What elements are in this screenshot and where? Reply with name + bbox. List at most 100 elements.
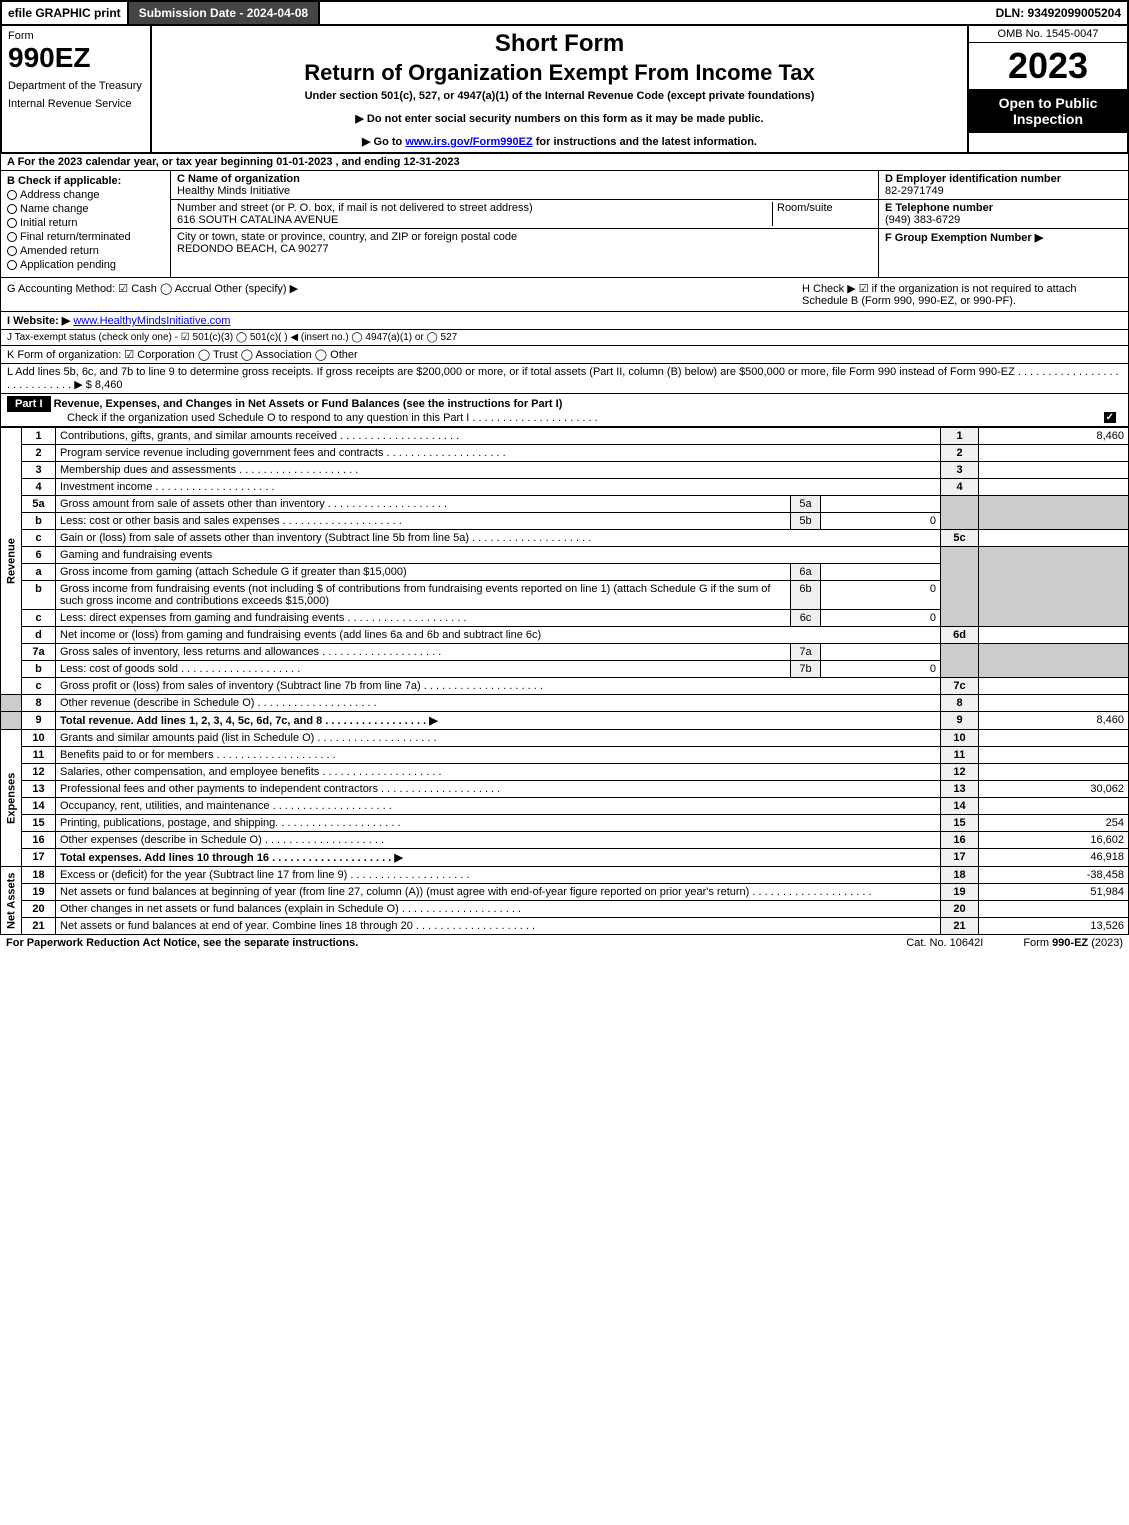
revenue-label: Revenue <box>1 428 22 695</box>
footer-form: Form 990-EZ (2023) <box>1023 937 1123 949</box>
cb-final-return[interactable]: Final return/terminated <box>7 231 164 243</box>
section-k: K Form of organization: ☑ Corporation ◯ … <box>0 346 1129 364</box>
part-i-title: Revenue, Expenses, and Changes in Net As… <box>54 398 563 410</box>
part-i-header: Part I Revenue, Expenses, and Changes in… <box>0 394 1129 427</box>
line-10-amt <box>979 730 1129 747</box>
omb-number: OMB No. 1545-0047 <box>969 26 1127 43</box>
line-21-amt: 13,526 <box>979 918 1129 935</box>
ein-value: 82-2971749 <box>885 185 944 197</box>
note-ssn: ▶ Do not enter social security numbers o… <box>158 112 961 125</box>
tax-year: 2023 <box>969 43 1127 89</box>
line-2-desc: Program service revenue including govern… <box>56 445 941 462</box>
line-13-amt: 30,062 <box>979 781 1129 798</box>
expenses-label: Expenses <box>1 730 22 867</box>
cb-amended-return[interactable]: Amended return <box>7 245 164 257</box>
header-right: OMB No. 1545-0047 2023 Open to Public In… <box>967 26 1127 152</box>
cb-application-pending[interactable]: Application pending <box>7 259 164 271</box>
website-link[interactable]: www.HealthyMindsInitiative.com <box>73 315 230 327</box>
city-label: City or town, state or province, country… <box>177 231 517 243</box>
line-13-desc: Professional fees and other payments to … <box>56 781 941 798</box>
section-h: H Check ▶ ☑ if the organization is not r… <box>802 282 1122 307</box>
form-title: Short Form <box>158 30 961 58</box>
line-20-desc: Other changes in net assets or fund bala… <box>56 901 941 918</box>
dept-irs: Internal Revenue Service <box>8 98 144 110</box>
line-7c-amt <box>979 678 1129 695</box>
line-11-desc: Benefits paid to or for members <box>56 747 941 764</box>
section-a: A For the 2023 calendar year, or tax yea… <box>0 154 1129 171</box>
line-6c-val: 0 <box>821 610 941 627</box>
cb-name-change[interactable]: Name change <box>7 203 164 215</box>
line-10-desc: Grants and similar amounts paid (list in… <box>56 730 941 747</box>
line-5a-val <box>821 496 941 513</box>
footer-cat: Cat. No. 10642I <box>906 937 983 949</box>
line-9-desc: Total revenue. Add lines 1, 2, 3, 4, 5c,… <box>56 712 941 730</box>
addr-label: Number and street (or P. O. box, if mail… <box>177 202 533 214</box>
line-6b-val: 0 <box>821 581 941 610</box>
topbar: efile GRAPHIC print Submission Date - 20… <box>0 0 1129 26</box>
footer-left: For Paperwork Reduction Act Notice, see … <box>6 937 358 949</box>
cb-initial-return[interactable]: Initial return <box>7 217 164 229</box>
line-12-desc: Salaries, other compensation, and employ… <box>56 764 941 781</box>
line-15-desc: Printing, publications, postage, and shi… <box>56 815 941 832</box>
section-b: B Check if applicable: Address change Na… <box>1 171 171 277</box>
room-label: Room/suite <box>777 202 833 214</box>
part-i-label: Part I <box>7 396 51 412</box>
line-5a-desc: Gross amount from sale of assets other t… <box>56 496 791 513</box>
section-i: I Website: ▶ www.HealthyMindsInitiative.… <box>0 312 1129 330</box>
line-16-desc: Other expenses (describe in Schedule O) <box>56 832 941 849</box>
org-name: Healthy Minds Initiative <box>177 185 290 197</box>
dln: DLN: 93492099005204 <box>990 4 1127 22</box>
line-5c-desc: Gain or (loss) from sale of assets other… <box>56 530 941 547</box>
line-7b-desc: Less: cost of goods sold <box>56 661 791 678</box>
line-18-amt: -38,458 <box>979 867 1129 884</box>
line-5b-desc: Less: cost or other basis and sales expe… <box>56 513 791 530</box>
line-2-amt <box>979 445 1129 462</box>
part-i-sub: Check if the organization used Schedule … <box>67 412 598 424</box>
irs-link[interactable]: www.irs.gov/Form990EZ <box>405 136 532 148</box>
line-8-amt <box>979 695 1129 712</box>
line-8-desc: Other revenue (describe in Schedule O) <box>56 695 941 712</box>
line-6d-amt <box>979 627 1129 644</box>
website-label: I Website: ▶ <box>7 315 70 327</box>
section-j: J Tax-exempt status (check only one) - ☑… <box>0 330 1129 346</box>
line-1-amt: 8,460 <box>979 428 1129 445</box>
under-section: Under section 501(c), 527, or 4947(a)(1)… <box>158 90 961 102</box>
lines-table: Revenue 1Contributions, gifts, grants, a… <box>0 427 1129 935</box>
section-a-text: A For the 2023 calendar year, or tax yea… <box>7 156 460 168</box>
line-3-desc: Membership dues and assessments <box>56 462 941 479</box>
line-1-desc: Contributions, gifts, grants, and simila… <box>56 428 941 445</box>
line-4-desc: Investment income <box>56 479 941 496</box>
line-3-amt <box>979 462 1129 479</box>
phone-label: E Telephone number <box>885 202 993 214</box>
line-18-desc: Excess or (deficit) for the year (Subtra… <box>56 867 941 884</box>
line-9-amt: 8,460 <box>979 712 1129 730</box>
line-6d-desc: Net income or (loss) from gaming and fun… <box>56 627 941 644</box>
line-7a-val <box>821 644 941 661</box>
header-center: Short Form Return of Organization Exempt… <box>152 26 967 152</box>
line-5c-amt <box>979 530 1129 547</box>
line-11-amt <box>979 747 1129 764</box>
org-address: 616 SOUTH CATALINA AVENUE <box>177 214 338 226</box>
line-21-desc: Net assets or fund balances at end of ye… <box>56 918 941 935</box>
line-15-amt: 254 <box>979 815 1129 832</box>
section-def: D Employer identification number 82-2971… <box>878 171 1128 277</box>
header-left: Form 990EZ Department of the Treasury In… <box>2 26 152 152</box>
line-7b-val: 0 <box>821 661 941 678</box>
cb-address-change[interactable]: Address change <box>7 189 164 201</box>
dept-treasury: Department of the Treasury <box>8 80 144 92</box>
section-l: L Add lines 5b, 6c, and 7b to line 9 to … <box>0 364 1129 394</box>
form-subtitle: Return of Organization Exempt From Incom… <box>158 60 961 86</box>
line-17-desc: Total expenses. Add lines 10 through 16 … <box>56 849 941 867</box>
form-label: Form <box>8 30 144 42</box>
line-6-desc: Gaming and fundraising events <box>56 547 941 564</box>
block-bcdef: B Check if applicable: Address change Na… <box>0 171 1129 278</box>
line-7c-desc: Gross profit or (loss) from sales of inv… <box>56 678 941 695</box>
line-20-amt <box>979 901 1129 918</box>
form-header: Form 990EZ Department of the Treasury In… <box>0 26 1129 154</box>
goto-pre: ▶ Go to <box>362 136 405 148</box>
line-4-amt <box>979 479 1129 496</box>
org-name-label: C Name of organization <box>177 173 300 185</box>
line-17-amt: 46,918 <box>979 849 1129 867</box>
ein-label: D Employer identification number <box>885 173 1061 185</box>
netassets-label: Net Assets <box>1 867 22 935</box>
